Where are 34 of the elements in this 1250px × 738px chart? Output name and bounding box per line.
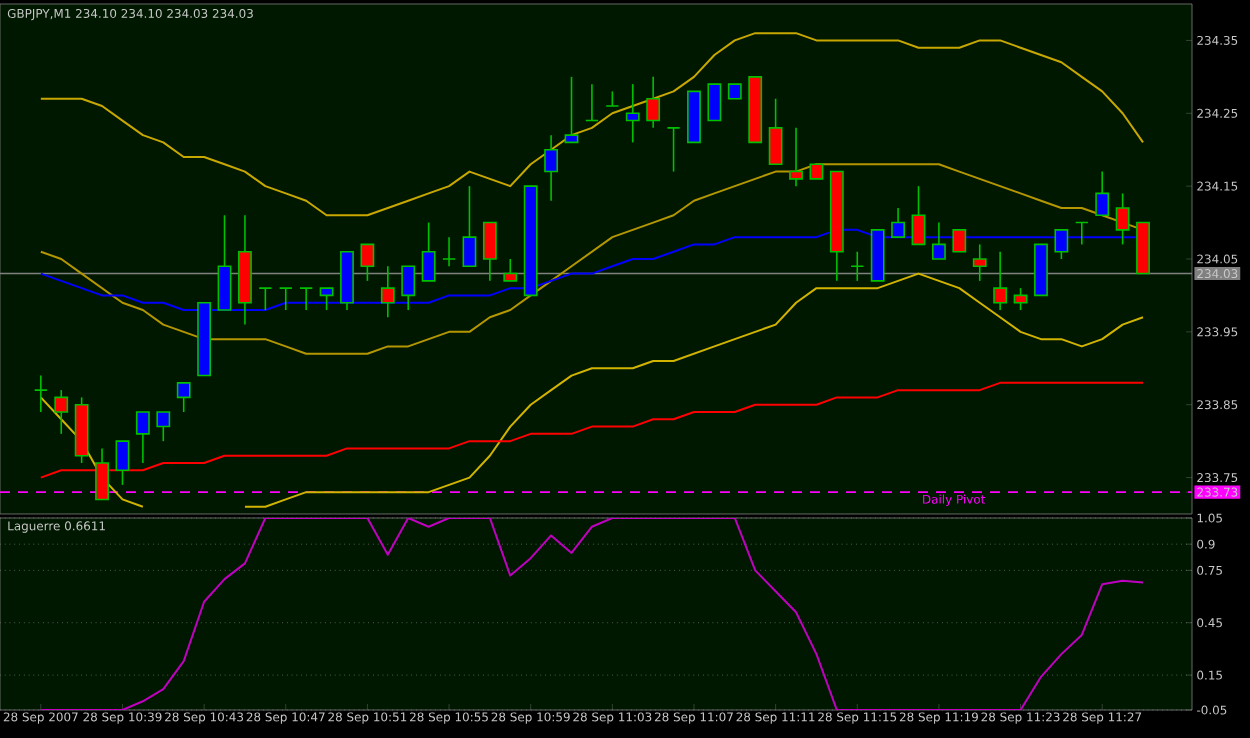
candlestick	[33, 374, 48, 413]
candlestick	[911, 185, 926, 246]
candlestick	[666, 127, 681, 173]
candlestick	[1095, 170, 1110, 217]
candlestick	[421, 221, 436, 282]
candlestick	[135, 411, 150, 464]
candlestick	[768, 97, 783, 166]
candlestick	[278, 287, 293, 311]
candlestick	[380, 265, 395, 319]
candlestick	[299, 287, 314, 311]
candlestick	[850, 250, 865, 282]
candlestick	[176, 382, 191, 413]
candlestick	[115, 440, 130, 486]
candlestick	[1115, 192, 1130, 246]
candlestick	[789, 127, 803, 187]
candlestick	[442, 236, 456, 268]
candlestick	[707, 83, 722, 122]
candlestick	[952, 229, 967, 253]
candlestick	[993, 250, 1008, 311]
candlestick	[646, 76, 661, 129]
candlestick	[360, 243, 375, 282]
candlestick	[1074, 221, 1089, 246]
candlestick	[564, 76, 579, 144]
candlestick	[972, 243, 987, 282]
candlestick	[544, 134, 559, 202]
candlestick	[482, 221, 497, 282]
candlestick	[258, 287, 273, 311]
candlestick	[54, 389, 69, 435]
candlestick	[625, 83, 640, 144]
candlestick	[1013, 287, 1028, 311]
candlestick	[503, 258, 518, 282]
candlestick	[462, 185, 477, 268]
candlestick	[156, 411, 171, 442]
candlestick	[585, 83, 599, 122]
